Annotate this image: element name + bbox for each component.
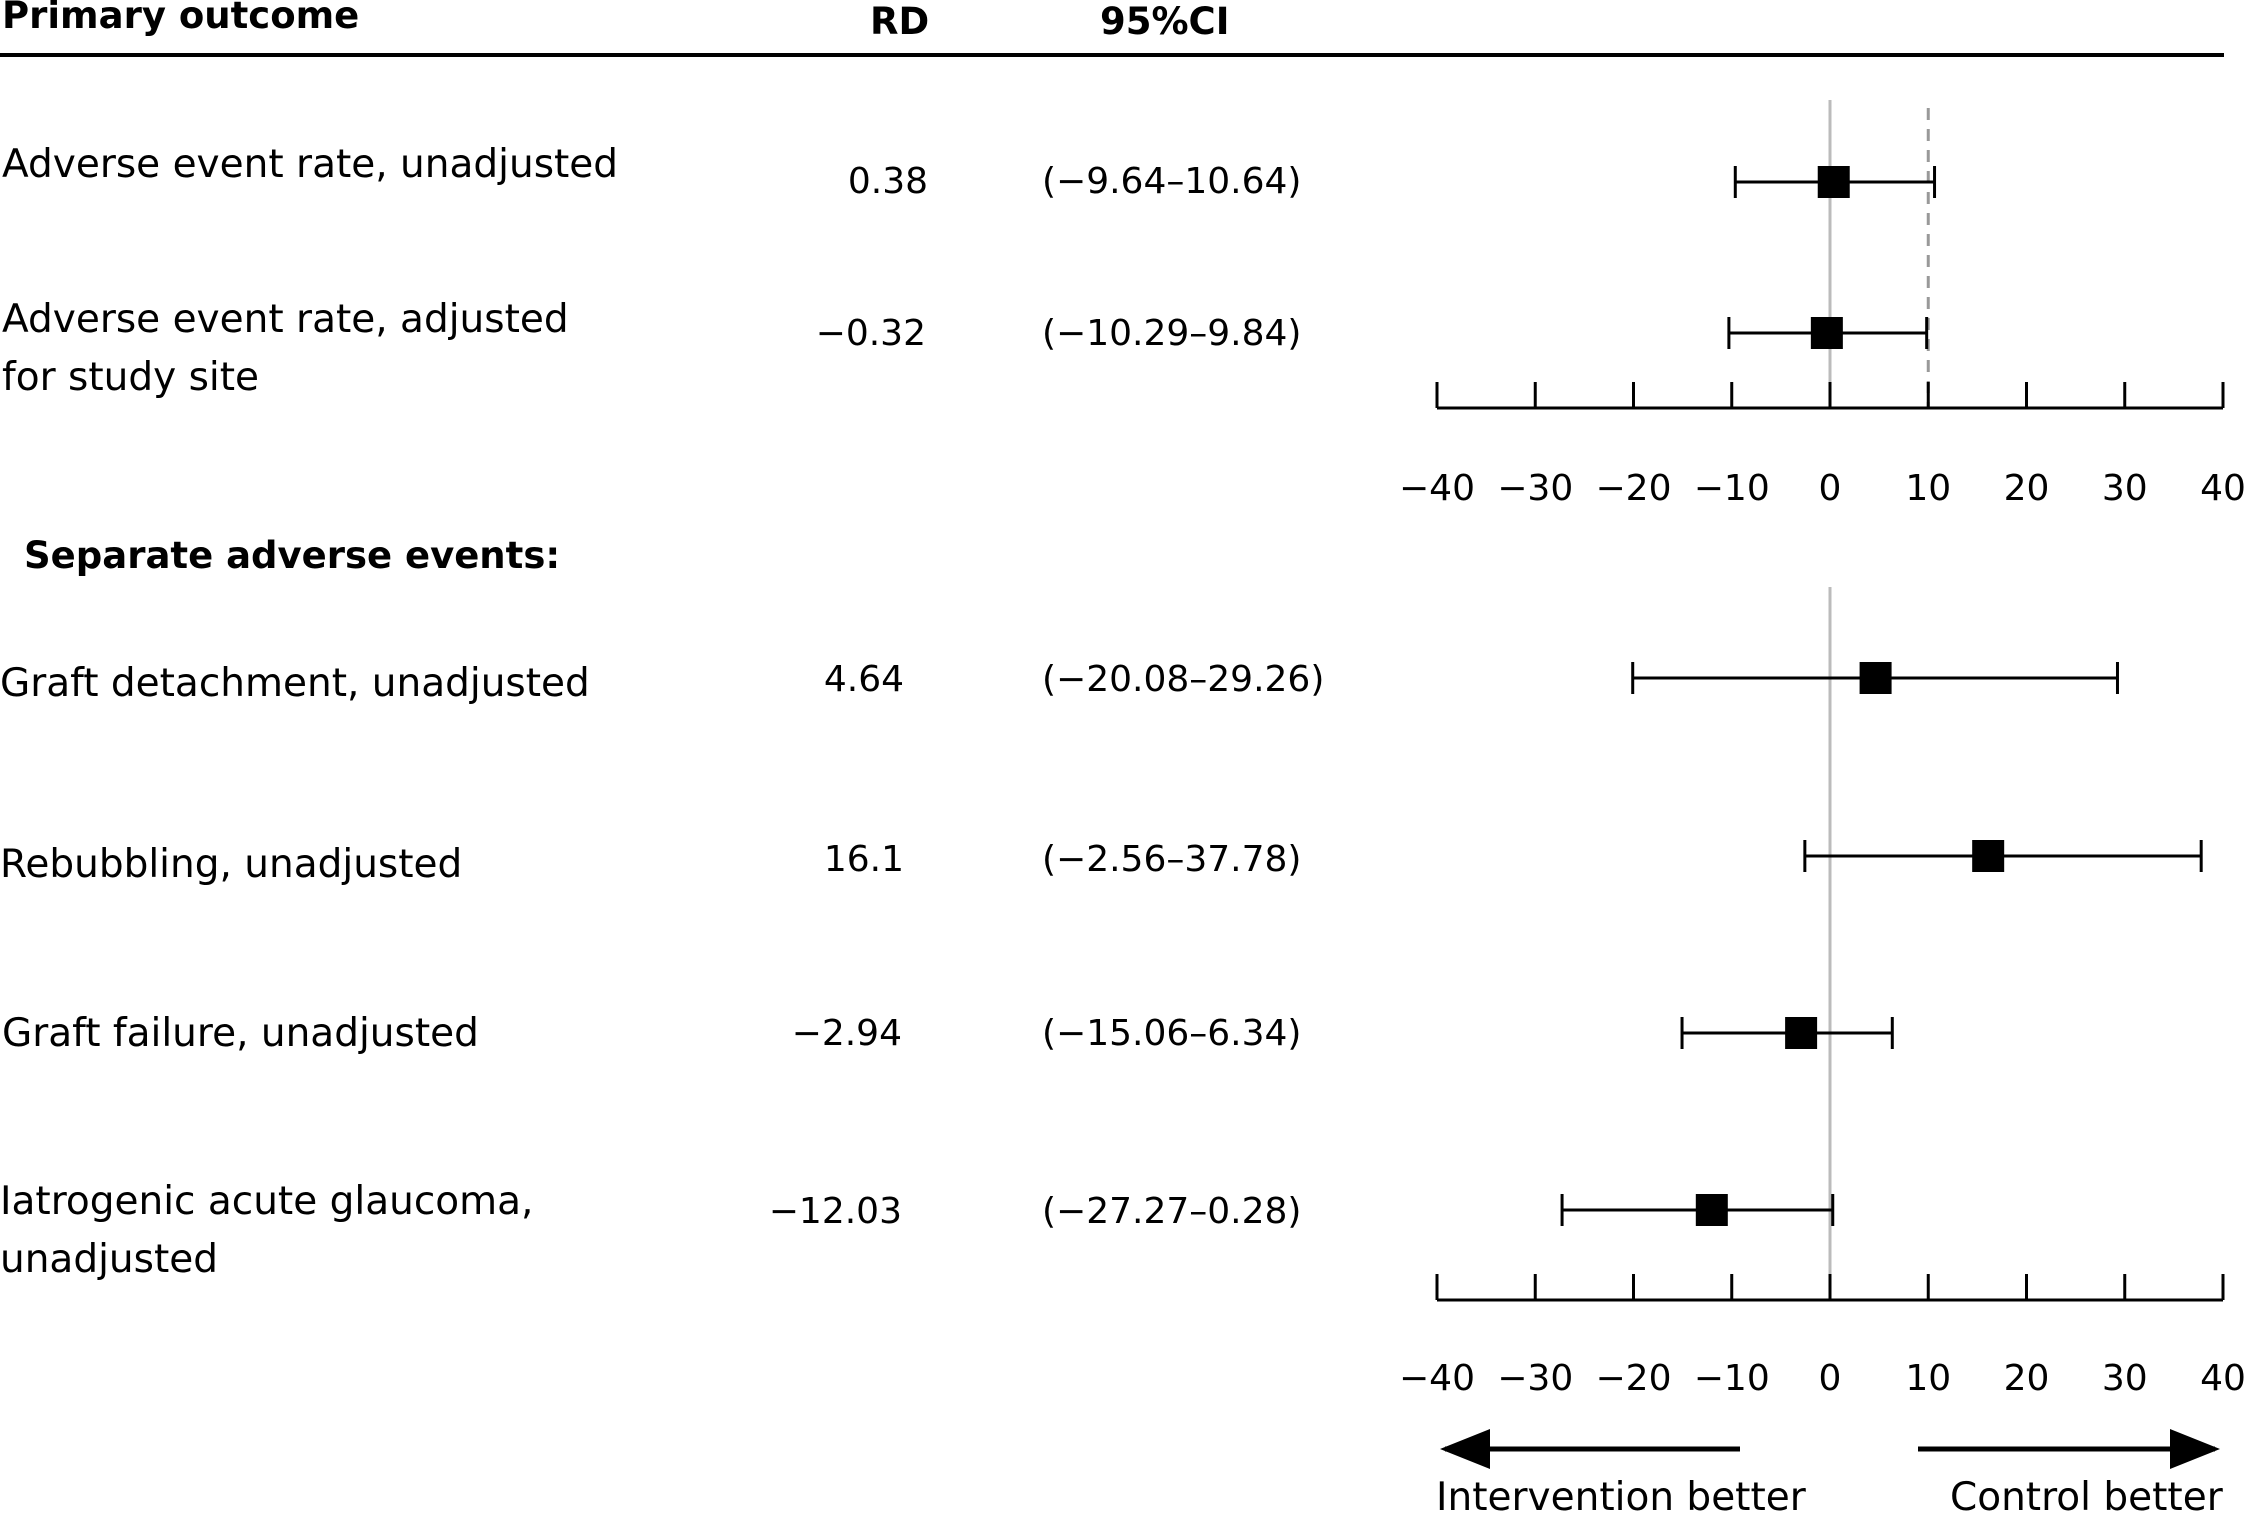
- point-estimate: [1695, 1194, 1728, 1226]
- row-label: Graft failure, unadjusted: [2, 1011, 479, 1056]
- row-rd: 4.64: [823, 659, 904, 700]
- x-tick-label: 0: [1819, 468, 1842, 509]
- x-tick-label: −40: [1399, 1358, 1475, 1399]
- row-label: Iatrogenic acute glaucoma, unadjusted: [0, 1179, 534, 1282]
- x-tick-label: 20: [2004, 1358, 2050, 1399]
- header-ci: 95%CI: [1100, 0, 1230, 43]
- x-tick-label: 10: [1905, 1358, 1951, 1399]
- x-tick-label: −20: [1596, 1358, 1672, 1399]
- row-rd: −12.03: [768, 1191, 902, 1232]
- x-tick-label: 0: [1819, 1358, 1842, 1399]
- row-rd: −2.94: [791, 1013, 902, 1054]
- row-ci: (−2.56–37.78): [1042, 839, 1302, 880]
- x-tick-label: −10: [1694, 468, 1770, 509]
- row-label: Graft detachment, unadjusted: [0, 661, 590, 706]
- x-tick-label: 10: [1905, 468, 1951, 509]
- row-ci: (−15.06–6.34): [1042, 1013, 1302, 1054]
- intervention-better-label: Intervention better: [1436, 1475, 1806, 1520]
- x-tick-label: −20: [1596, 468, 1672, 509]
- row-label: Rebubbling, unadjusted: [0, 842, 463, 887]
- row-rd: −0.32: [815, 313, 926, 354]
- x-tick-label: −10: [1694, 1358, 1770, 1399]
- row-ci: (−10.29–9.84): [1042, 313, 1302, 354]
- point-estimate: [1859, 662, 1892, 694]
- x-tick-label: 20: [2004, 468, 2050, 509]
- row-ci: (−27.27–0.28): [1042, 1191, 1302, 1232]
- x-tick-label: −40: [1399, 468, 1475, 509]
- row-rd: 16.1: [823, 839, 904, 880]
- row-ci: (−9.64–10.64): [1042, 161, 1302, 202]
- x-tick-label: 30: [2102, 1358, 2148, 1399]
- x-tick-label: 40: [2200, 468, 2244, 509]
- row-label: Adverse event rate, adjusted for study s…: [2, 297, 569, 400]
- x-tick-label: 40: [2200, 1358, 2244, 1399]
- x-tick-label: −30: [1497, 468, 1573, 509]
- point-estimate: [1785, 1017, 1818, 1049]
- x-tick-label: 30: [2102, 468, 2148, 509]
- section-title: Separate adverse events:: [24, 534, 561, 577]
- row-ci: (−20.08–29.26): [1042, 659, 1325, 700]
- row-rd: 0.38: [847, 161, 928, 202]
- point-estimate: [1817, 166, 1850, 198]
- control-better-label: Control better: [1950, 1475, 2223, 1520]
- x-tick-label: −30: [1497, 1358, 1573, 1399]
- point-estimate: [1972, 840, 2005, 872]
- header-outcome: Primary outcome: [2, 0, 360, 37]
- row-label: Adverse event rate, unadjusted: [2, 142, 619, 187]
- point-estimate: [1810, 317, 1843, 349]
- header-rd: RD: [870, 0, 930, 43]
